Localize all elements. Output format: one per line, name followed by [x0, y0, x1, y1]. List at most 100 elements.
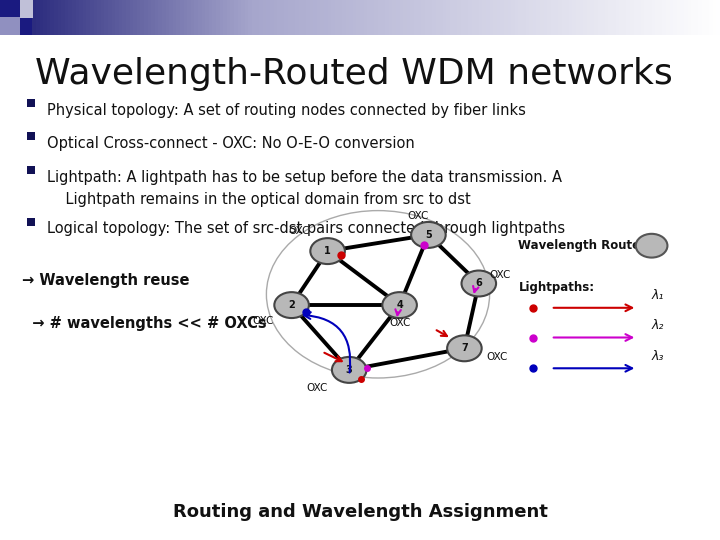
Circle shape [310, 238, 345, 264]
Bar [0, 17, 20, 35]
Circle shape [382, 292, 417, 318]
Bar [342, 0, 346, 35]
Bar [245, 0, 248, 35]
Bar [76, 0, 79, 35]
Bar [97, 0, 101, 35]
Bar [22, 0, 25, 35]
Bar [144, 0, 148, 35]
Bar [36, 0, 40, 35]
Bar [252, 0, 256, 35]
Bar [652, 0, 655, 35]
Bar [446, 0, 450, 35]
Text: → # wavelengths << # OXCs: → # wavelengths << # OXCs [22, 316, 266, 331]
Text: 7: 7 [461, 343, 468, 353]
Bar [450, 0, 454, 35]
Bar [299, 0, 302, 35]
Bar [212, 0, 216, 35]
Bar [529, 0, 533, 35]
Bar [493, 0, 497, 35]
Bar [122, 0, 126, 35]
Bar [50, 0, 54, 35]
Bar [194, 0, 198, 35]
Text: OXC: OXC [252, 316, 274, 326]
Bar [544, 0, 547, 35]
Bar [508, 0, 511, 35]
Bar [713, 0, 716, 35]
Text: Lightpaths:: Lightpaths: [518, 281, 595, 294]
Bar [202, 0, 205, 35]
Bar [148, 0, 151, 35]
Bar [7, 0, 11, 35]
Bar [184, 0, 187, 35]
Bar [191, 0, 194, 35]
Bar [65, 0, 68, 35]
Text: 5: 5 [425, 230, 432, 240]
Bar [112, 0, 115, 35]
Circle shape [332, 357, 366, 383]
Bar [133, 0, 137, 35]
Bar [562, 0, 565, 35]
Circle shape [636, 234, 667, 258]
Bar [569, 0, 572, 35]
Bar [572, 0, 576, 35]
Bar [479, 0, 482, 35]
Bar [583, 0, 587, 35]
Bar [396, 0, 400, 35]
Bar [292, 0, 295, 35]
Bar [360, 0, 364, 35]
Bar [331, 0, 335, 35]
Bar [655, 0, 659, 35]
Bar [173, 0, 176, 35]
Bar [220, 0, 223, 35]
Bar [371, 0, 374, 35]
Text: Logical topology: The set of src-dst pairs connected through lightpaths: Logical topology: The set of src-dst pai… [47, 221, 565, 237]
FancyArrowPatch shape [554, 334, 632, 341]
Bar [515, 0, 518, 35]
Text: Routing and Wavelength Assignment: Routing and Wavelength Assignment [173, 503, 547, 521]
Bar [670, 0, 673, 35]
Bar [468, 0, 472, 35]
Bar [410, 0, 414, 35]
Bar [256, 0, 259, 35]
Text: Optical Cross-connect - OXC: No O-E-O conversion: Optical Cross-connect - OXC: No O-E-O co… [47, 136, 415, 151]
Bar [407, 0, 410, 35]
Bar [612, 0, 616, 35]
Bar [608, 0, 612, 35]
Bar [47, 0, 50, 35]
Bar [155, 0, 158, 35]
Bar [382, 0, 385, 35]
Bar [680, 0, 684, 35]
Bar [414, 0, 418, 35]
Bar [32, 0, 36, 35]
Text: λ₂: λ₂ [652, 319, 664, 332]
Bar [248, 0, 252, 35]
Bar [454, 0, 457, 35]
Bar [558, 0, 562, 35]
Bar [263, 0, 266, 35]
Bar [475, 0, 479, 35]
Bar [115, 0, 119, 35]
Bar [119, 0, 122, 35]
Bar [230, 0, 234, 35]
Bar [486, 0, 490, 35]
Bar [644, 0, 648, 35]
Bar [421, 0, 425, 35]
Bar [626, 0, 630, 35]
Bar [504, 0, 508, 35]
Bar [86, 0, 90, 35]
Bar [137, 0, 140, 35]
Bar [392, 0, 396, 35]
Bar [598, 0, 601, 35]
Bar [436, 0, 439, 35]
Bar [284, 0, 288, 35]
Bar [101, 0, 104, 35]
Bar [295, 0, 299, 35]
Text: OXC: OXC [490, 271, 511, 280]
Circle shape [447, 335, 482, 361]
Bar [43, 0, 47, 35]
Bar [706, 0, 709, 35]
Bar [443, 0, 446, 35]
Bar [580, 0, 583, 35]
Bar [511, 0, 515, 35]
Bar [259, 0, 263, 35]
